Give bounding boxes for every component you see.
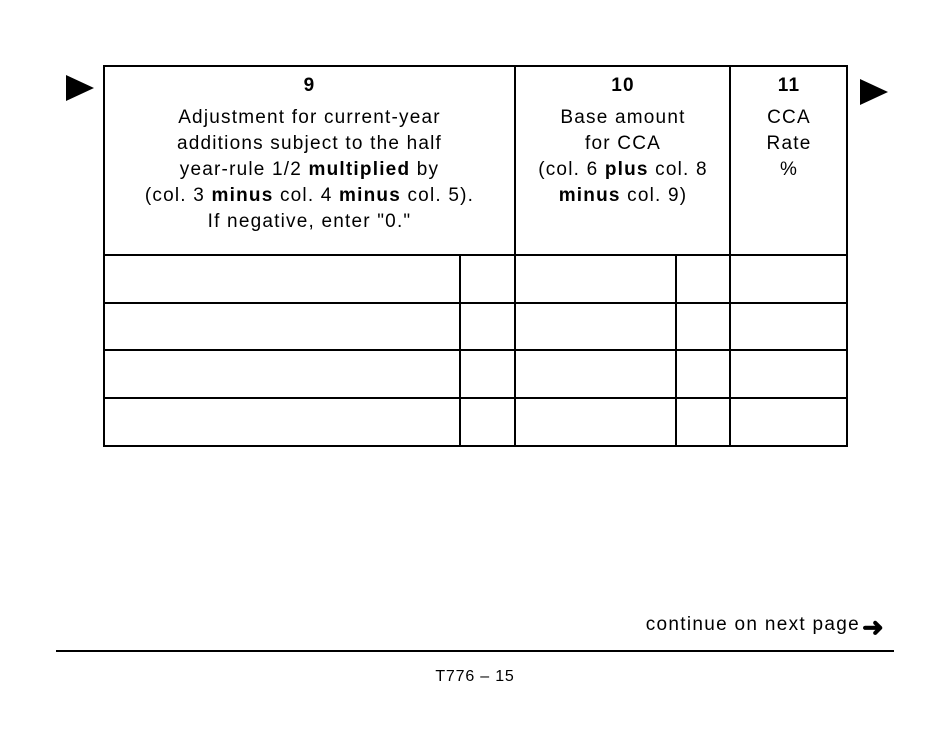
header-text-segment: If negative, enter "0." xyxy=(207,211,412,232)
col10-dollars-field[interactable] xyxy=(516,399,675,444)
header-line: Rate xyxy=(766,133,812,154)
header-text-segment: by xyxy=(410,159,440,180)
col9-dollars-field[interactable] xyxy=(105,351,459,396)
header-text-segment: for CCA xyxy=(585,133,661,154)
col10-dollars-field[interactable] xyxy=(516,256,675,301)
col9-cents-field[interactable] xyxy=(461,256,514,301)
row-divider xyxy=(105,397,846,399)
header-line: minus col. 9) xyxy=(516,183,730,209)
header-line: Adjustment for current-year xyxy=(105,105,514,131)
header-text-segment: year-rule 1/2 xyxy=(179,159,309,180)
col9-cents-field[interactable] xyxy=(461,399,514,444)
col11-rate-field[interactable] xyxy=(731,256,846,301)
col10-cents-field[interactable] xyxy=(677,304,729,349)
col10-dollars-field[interactable] xyxy=(516,351,675,396)
col10-cents-field[interactable] xyxy=(677,351,729,396)
column-divider xyxy=(514,67,516,445)
col11-rate-field[interactable] xyxy=(731,399,846,444)
header-line: for CCA xyxy=(516,131,730,157)
header-text-segment: col. 9) xyxy=(620,185,688,206)
header-text-segment: multiplied xyxy=(308,159,411,180)
col11-rate-field[interactable] xyxy=(731,304,846,349)
col9-dollars-field[interactable] xyxy=(105,256,459,301)
header-line: Base amount xyxy=(516,105,730,131)
row-divider xyxy=(105,349,846,351)
column-header-9: 9 Adjustment for current-year additions … xyxy=(105,67,514,256)
footer-rule xyxy=(56,650,894,652)
continue-on-next-page: continue on next page xyxy=(645,614,860,635)
header-text-segment: col. 4 xyxy=(273,185,340,206)
header-text-segment: minus xyxy=(339,185,401,206)
col11-rate-field[interactable] xyxy=(731,351,846,396)
header-text-segment: (col. 3 xyxy=(144,185,212,206)
header-text-segment: additions subject to the half xyxy=(176,133,443,154)
header-line: If negative, enter "0." xyxy=(105,209,514,235)
header-line: CCA xyxy=(767,107,811,128)
col9-dollars-field[interactable] xyxy=(105,399,459,444)
page-number: T776 – 15 xyxy=(435,668,515,685)
cca-table: 9 Adjustment for current-year additions … xyxy=(103,65,848,447)
header-text-segment: plus xyxy=(604,159,649,180)
column-number: 11 xyxy=(777,75,801,96)
col9-dollars-field[interactable] xyxy=(105,304,459,349)
col9-cents-field[interactable] xyxy=(461,304,514,349)
col10-cents-field[interactable] xyxy=(677,399,729,444)
col9-cents-field[interactable] xyxy=(461,351,514,396)
col10-dollars-field[interactable] xyxy=(516,304,675,349)
arrow-marker-left-icon xyxy=(66,75,94,101)
arrow-right-icon: ➜ xyxy=(862,612,884,642)
header-line: (col. 6 plus col. 8 xyxy=(516,157,730,183)
header-line: % xyxy=(779,159,799,180)
column-divider xyxy=(729,67,731,445)
header-line: additions subject to the half xyxy=(105,131,514,157)
header-line: year-rule 1/2 multiplied by xyxy=(105,157,514,183)
header-text-segment: Base amount xyxy=(560,107,686,128)
column-header-11: 11 CCA Rate % xyxy=(732,67,846,256)
row-divider xyxy=(105,302,846,304)
header-text-segment: Adjustment for current-year xyxy=(178,107,441,128)
header-text-segment: col. 8 xyxy=(648,159,708,180)
header-text-segment: minus xyxy=(211,185,274,206)
row-divider xyxy=(105,254,846,256)
header-text-segment: col. 5). xyxy=(401,185,475,206)
column-header-10: 10 Base amount for CCA (col. 6 plus col.… xyxy=(516,67,730,256)
column-number: 10 xyxy=(611,75,635,96)
header-text-segment: (col. 6 xyxy=(538,159,605,180)
header-text-segment: minus xyxy=(558,185,621,206)
header-line: (col. 3 minus col. 4 minus col. 5). xyxy=(105,183,514,209)
column-number: 9 xyxy=(303,75,316,96)
arrow-marker-right-icon xyxy=(860,79,888,105)
col10-cents-field[interactable] xyxy=(677,256,729,301)
